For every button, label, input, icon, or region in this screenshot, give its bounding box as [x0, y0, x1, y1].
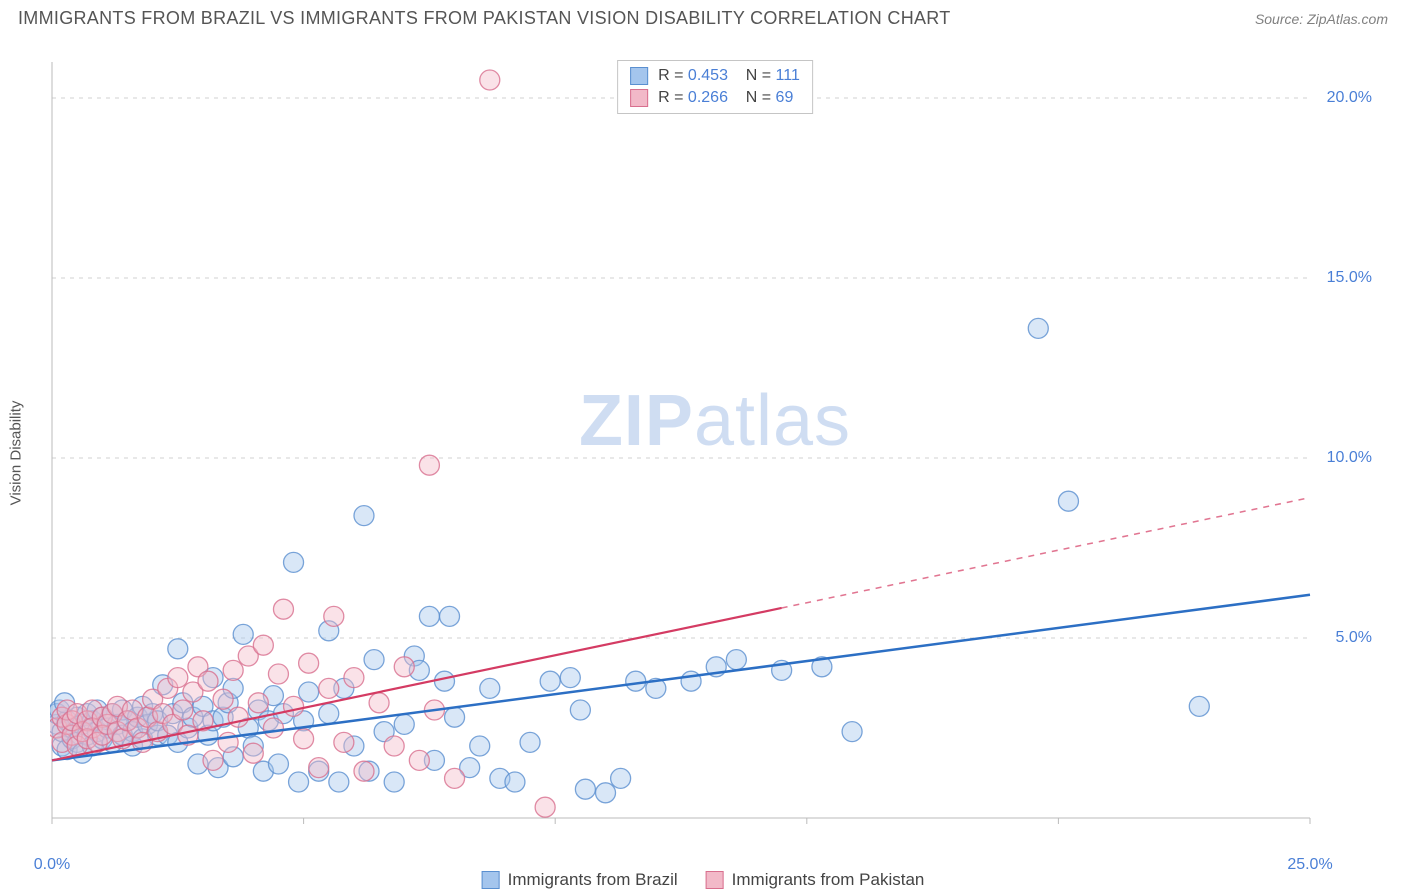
chart-area: Vision Disability ZIPatlas R = 0.453 N =… — [50, 58, 1380, 848]
y-tick-label: 5.0% — [1336, 629, 1372, 647]
legend-label: Immigrants from Brazil — [508, 870, 678, 890]
scatter-plot — [50, 58, 1380, 848]
source-label: Source: ZipAtlas.com — [1255, 11, 1388, 27]
legend-stats: R = 0.266 N = 69 — [658, 89, 793, 107]
legend-swatch — [482, 871, 500, 889]
legend-stats: R = 0.453 N = 111 — [658, 67, 800, 85]
legend-swatch — [630, 89, 648, 107]
series-legend: Immigrants from Brazil Immigrants from Pa… — [482, 870, 925, 890]
legend-swatch — [706, 871, 724, 889]
legend-item: Immigrants from Brazil — [482, 870, 678, 890]
y-axis-label: Vision Disability — [8, 401, 25, 506]
legend-row: R = 0.266 N = 69 — [630, 87, 800, 109]
legend-swatch — [630, 67, 648, 85]
y-tick-label: 10.0% — [1327, 449, 1372, 467]
x-tick-label: 0.0% — [34, 856, 70, 874]
y-tick-label: 15.0% — [1327, 269, 1372, 287]
legend-row: R = 0.453 N = 111 — [630, 65, 800, 87]
correlation-legend: R = 0.453 N = 111 R = 0.266 N = 69 — [617, 60, 813, 114]
legend-label: Immigrants from Pakistan — [732, 870, 925, 890]
x-tick-label: 25.0% — [1287, 856, 1332, 874]
chart-title: IMMIGRANTS FROM BRAZIL VS IMMIGRANTS FRO… — [18, 8, 951, 29]
legend-item: Immigrants from Pakistan — [706, 870, 925, 890]
y-tick-label: 20.0% — [1327, 89, 1372, 107]
